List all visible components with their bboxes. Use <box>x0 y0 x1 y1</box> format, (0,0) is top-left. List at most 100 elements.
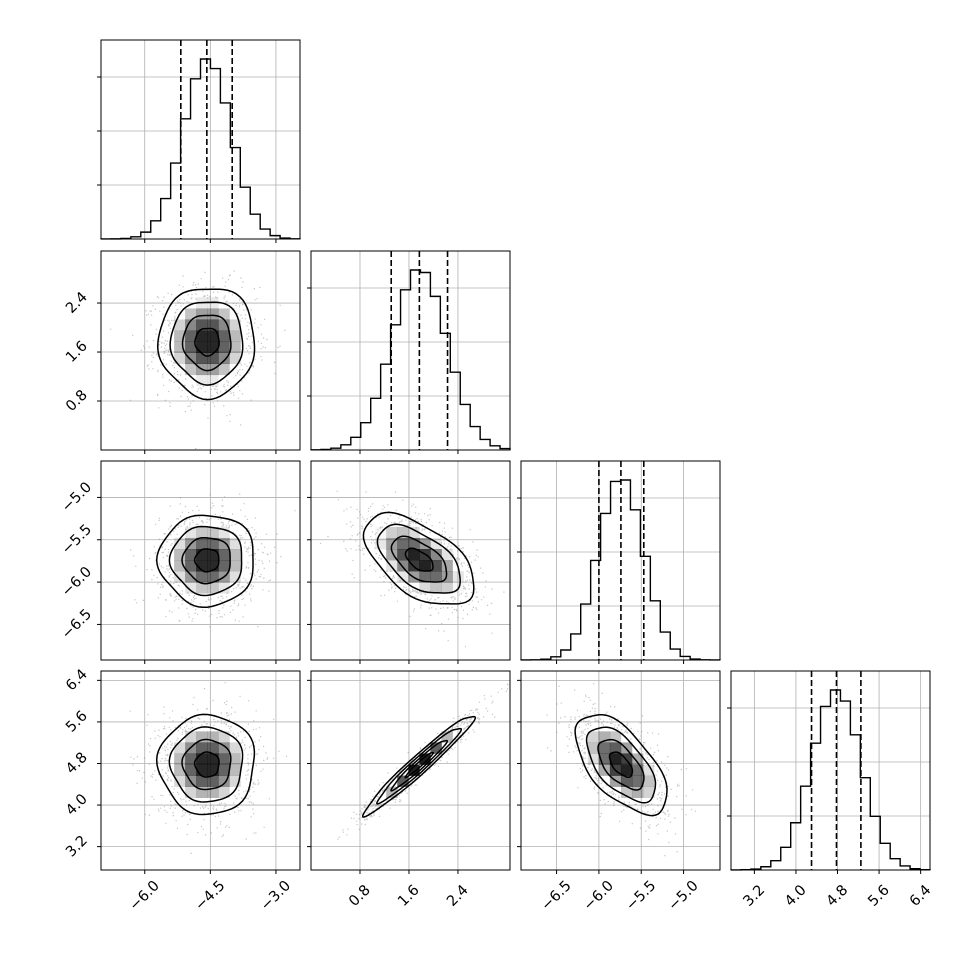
panel-content <box>129 682 288 854</box>
panel-content <box>110 270 286 450</box>
density-cell <box>196 731 208 743</box>
density-cell <box>207 352 219 365</box>
density-cell <box>419 582 431 594</box>
contour-line <box>608 751 634 779</box>
density-cell <box>207 319 219 331</box>
density-cell <box>587 753 600 765</box>
panel-border <box>310 250 511 451</box>
density-cell <box>229 571 241 583</box>
density-cell <box>185 363 197 376</box>
density-cell <box>196 571 208 583</box>
x-tick-label: −6.0 <box>127 878 163 914</box>
density-cell <box>174 352 186 365</box>
panel-border <box>100 250 301 451</box>
density-cell <box>196 319 208 331</box>
panel-border <box>100 460 301 661</box>
density-cell <box>196 742 208 754</box>
x-tick-label: −5.5 <box>623 878 659 914</box>
density-cell <box>408 764 420 776</box>
density-cell <box>441 571 453 583</box>
density-cell <box>196 341 208 353</box>
density-cell <box>441 731 453 743</box>
density-cell <box>441 582 453 594</box>
density-cell <box>196 330 208 342</box>
panel-border <box>310 460 511 661</box>
density-cell <box>174 764 186 776</box>
histogram-step <box>100 58 301 240</box>
density-cell <box>430 549 442 561</box>
density-cell <box>620 775 633 787</box>
density-cell <box>207 731 219 743</box>
density-cell <box>207 582 219 594</box>
contour-line <box>390 739 449 792</box>
density-cell <box>207 549 219 561</box>
density-cell <box>196 786 208 798</box>
density-cell <box>196 764 208 776</box>
density-cell <box>196 753 208 765</box>
density-cell <box>207 330 219 342</box>
density-cell <box>598 731 611 743</box>
density-cell <box>185 352 197 365</box>
density-cell <box>207 308 219 320</box>
density-cell <box>609 742 622 754</box>
x-tick-label: −5.0 <box>665 878 701 914</box>
density-cell <box>207 571 219 583</box>
density-cell <box>441 560 453 572</box>
density-cell <box>631 786 644 798</box>
y-tick-label: −5.0 <box>59 479 95 515</box>
density-cell <box>207 560 219 572</box>
density-cell <box>643 786 655 798</box>
contour-line <box>194 327 220 357</box>
contour-line <box>181 738 232 791</box>
x-tick-label: −6.5 <box>538 878 574 914</box>
density-cell <box>185 308 197 320</box>
contour-line <box>585 726 657 804</box>
contour-line <box>155 713 256 816</box>
scatter-panel-4-3 <box>517 670 721 874</box>
density-cell <box>218 319 230 331</box>
density-cell <box>174 537 186 550</box>
density-cell <box>185 582 197 594</box>
density-cell <box>430 582 442 594</box>
density-cell <box>430 571 442 583</box>
density-cell <box>196 308 208 320</box>
density-cell <box>207 341 219 353</box>
contour-line <box>169 301 244 386</box>
x-tick-label: 0.8 <box>346 882 374 910</box>
y-tick-label: 4.8 <box>63 750 91 778</box>
histogram-panel-2 <box>307 250 511 454</box>
density-cell <box>196 374 208 387</box>
density-cell <box>397 560 409 572</box>
x-tick-label: 2.4 <box>444 882 472 910</box>
x-tick-label: 1.6 <box>395 882 423 910</box>
density-cell <box>218 775 230 787</box>
density-cell <box>185 526 197 539</box>
density-cell <box>229 341 241 353</box>
density-cell <box>218 330 230 342</box>
density-cell <box>229 742 241 754</box>
density-cell <box>185 560 197 572</box>
density-cell <box>229 364 240 375</box>
contour-line <box>193 751 220 778</box>
contour-line <box>168 525 243 597</box>
density-cell <box>229 753 241 765</box>
density-cell <box>430 560 442 572</box>
density-cell <box>643 775 655 787</box>
density-cell <box>174 319 186 331</box>
scatter-points <box>319 490 505 648</box>
histogram-panel-4 <box>727 670 931 874</box>
density-cell <box>587 731 600 743</box>
panel-border <box>100 39 301 240</box>
density-cell <box>408 526 420 539</box>
scatter-points <box>130 493 296 628</box>
density-cell <box>174 330 186 342</box>
density-cell <box>631 753 644 765</box>
density-cell <box>229 537 241 550</box>
x-tick-label: −6.0 <box>581 878 617 914</box>
density-cell <box>174 341 186 353</box>
density-cell <box>218 341 230 353</box>
density-cell <box>174 742 186 754</box>
contour-line <box>168 726 244 803</box>
x-tick-label: 4.0 <box>782 882 810 910</box>
